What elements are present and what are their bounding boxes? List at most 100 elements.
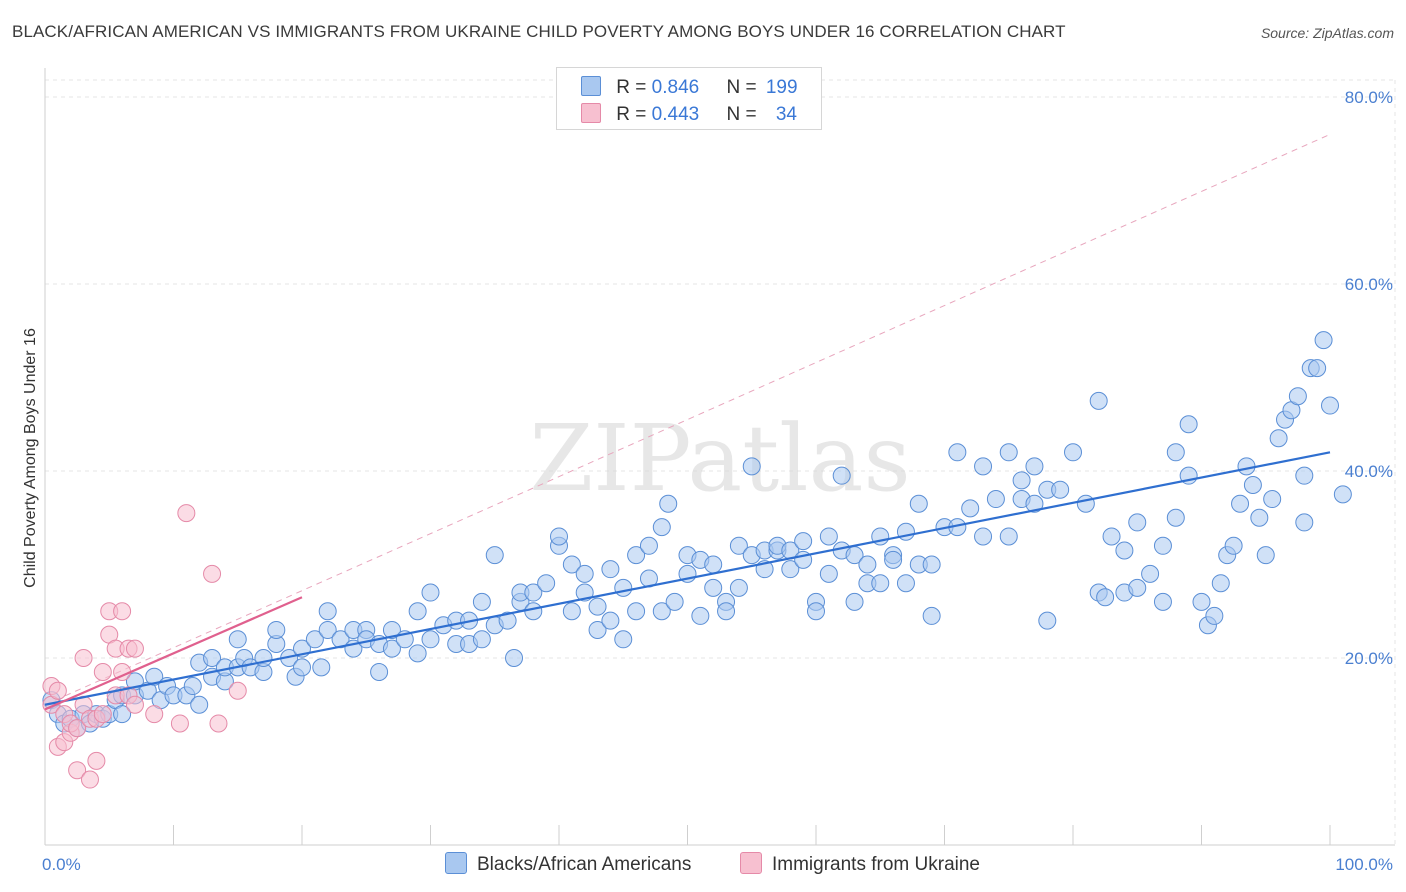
data-point-blacks bbox=[370, 663, 389, 682]
bottom-legend-ukraine: Immigrants from Ukraine bbox=[740, 852, 980, 876]
y-axis-label: Child Poverty Among Boys Under 16 bbox=[22, 328, 39, 588]
data-point-blacks bbox=[717, 602, 736, 621]
data-point-ukraine bbox=[113, 602, 132, 621]
data-point-blacks bbox=[524, 583, 543, 602]
legend-label-ukraine: Immigrants from Ukraine bbox=[772, 854, 980, 875]
series-ukraine-points bbox=[42, 504, 247, 789]
y-tick-label: 60.0% bbox=[1345, 275, 1393, 294]
data-point-blacks bbox=[652, 518, 671, 537]
data-point-blacks bbox=[1096, 588, 1115, 607]
data-point-blacks bbox=[562, 555, 581, 574]
data-point-blacks bbox=[537, 574, 556, 593]
data-point-ukraine bbox=[68, 719, 87, 738]
data-point-blacks bbox=[807, 602, 825, 621]
data-point-blacks bbox=[896, 574, 915, 593]
data-point-blacks bbox=[505, 649, 524, 667]
data-point-blacks bbox=[228, 630, 247, 649]
data-point-blacks bbox=[871, 574, 890, 593]
data-point-blacks bbox=[627, 546, 646, 565]
legend-r-value: 0.846 bbox=[651, 77, 700, 98]
data-point-blacks bbox=[1141, 564, 1160, 583]
diagonal-reference-line bbox=[44, 133, 1331, 706]
data-point-blacks bbox=[601, 560, 620, 579]
data-point-blacks bbox=[498, 611, 517, 630]
data-point-ukraine bbox=[125, 695, 144, 714]
data-point-blacks bbox=[1115, 541, 1134, 560]
data-point-ukraine bbox=[209, 714, 228, 733]
data-point-blacks bbox=[986, 490, 1005, 509]
data-point-blacks bbox=[961, 499, 980, 518]
data-point-blacks bbox=[421, 583, 440, 602]
data-point-blacks bbox=[1025, 494, 1044, 513]
y-tick-labels: 20.0% 40.0% 60.0% 80.0% bbox=[1345, 88, 1393, 668]
data-point-blacks bbox=[1243, 476, 1262, 495]
trend-line-ukraine bbox=[44, 596, 303, 711]
data-point-blacks bbox=[1295, 513, 1314, 532]
data-point-blacks bbox=[601, 611, 620, 630]
data-point-blacks bbox=[588, 620, 607, 639]
data-point-blacks bbox=[659, 494, 678, 513]
data-point-blacks bbox=[858, 555, 877, 574]
data-point-blacks bbox=[382, 620, 401, 639]
data-point-blacks bbox=[318, 620, 337, 639]
data-point-blacks bbox=[729, 578, 748, 597]
data-point-blacks bbox=[1128, 513, 1147, 532]
legend-r-label: R = bbox=[616, 77, 652, 98]
source-label: Source: ZipAtlas.com bbox=[1260, 25, 1394, 41]
data-point-blacks bbox=[1153, 536, 1172, 555]
data-point-blacks bbox=[819, 564, 838, 583]
data-point-blacks bbox=[1179, 415, 1198, 434]
data-point-blacks bbox=[974, 527, 993, 546]
data-point-blacks bbox=[472, 630, 491, 649]
data-point-blacks bbox=[922, 606, 941, 625]
data-point-ukraine bbox=[80, 770, 99, 789]
data-point-blacks bbox=[1025, 457, 1044, 476]
data-point-blacks bbox=[562, 602, 581, 621]
data-point-blacks bbox=[145, 667, 164, 686]
y-tick-label: 20.0% bbox=[1345, 649, 1393, 668]
data-point-blacks bbox=[305, 630, 324, 649]
data-point-blacks bbox=[729, 536, 748, 555]
x-tick-label-max: 100.0% bbox=[1335, 855, 1393, 874]
data-point-blacks bbox=[408, 602, 427, 621]
data-point-blacks bbox=[1192, 592, 1211, 611]
data-point-blacks bbox=[742, 457, 761, 476]
data-point-blacks bbox=[614, 630, 633, 649]
data-point-blacks bbox=[550, 527, 568, 546]
data-point-blacks bbox=[1321, 396, 1339, 415]
data-point-blacks bbox=[974, 457, 993, 476]
data-point-blacks bbox=[1012, 471, 1031, 490]
data-point-blacks bbox=[704, 578, 723, 597]
data-point-blacks bbox=[909, 494, 928, 513]
data-point-blacks bbox=[794, 532, 813, 551]
data-point-blacks bbox=[1250, 508, 1269, 527]
data-point-ukraine bbox=[87, 751, 106, 770]
data-point-blacks bbox=[627, 602, 646, 621]
data-point-blacks bbox=[832, 466, 851, 485]
data-point-blacks bbox=[1205, 606, 1224, 625]
data-point-blacks bbox=[382, 639, 401, 658]
data-point-blacks bbox=[312, 658, 331, 677]
data-point-blacks bbox=[1089, 391, 1108, 410]
reference-line bbox=[44, 133, 1331, 706]
data-point-blacks bbox=[1076, 494, 1095, 513]
data-point-blacks bbox=[1295, 466, 1314, 485]
blue-swatch bbox=[581, 76, 601, 96]
legend-n-label: N = bbox=[726, 104, 762, 125]
data-point-blacks bbox=[408, 644, 427, 663]
data-point-ukraine bbox=[177, 504, 196, 523]
trend-line-blacks bbox=[44, 451, 1331, 706]
data-point-blacks bbox=[999, 527, 1018, 546]
data-point-blacks bbox=[575, 564, 594, 583]
legend-row-blacks: R = 0.846 N = 199 bbox=[581, 76, 798, 100]
data-point-ukraine bbox=[93, 663, 112, 682]
data-point-ukraine bbox=[74, 649, 93, 667]
legend-r-value: 0.443 bbox=[651, 104, 700, 125]
y-tick-label: 80.0% bbox=[1345, 88, 1393, 107]
data-point-blacks bbox=[421, 630, 440, 649]
data-point-blacks bbox=[203, 649, 222, 667]
data-point-blacks bbox=[1231, 494, 1250, 513]
legend-row-ukraine: R = 0.443 N = 34 bbox=[581, 103, 797, 127]
blue-swatch bbox=[445, 852, 467, 874]
